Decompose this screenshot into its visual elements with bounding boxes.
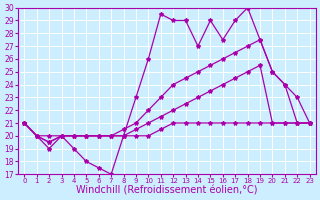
X-axis label: Windchill (Refroidissement éolien,°C): Windchill (Refroidissement éolien,°C) [76, 186, 258, 196]
